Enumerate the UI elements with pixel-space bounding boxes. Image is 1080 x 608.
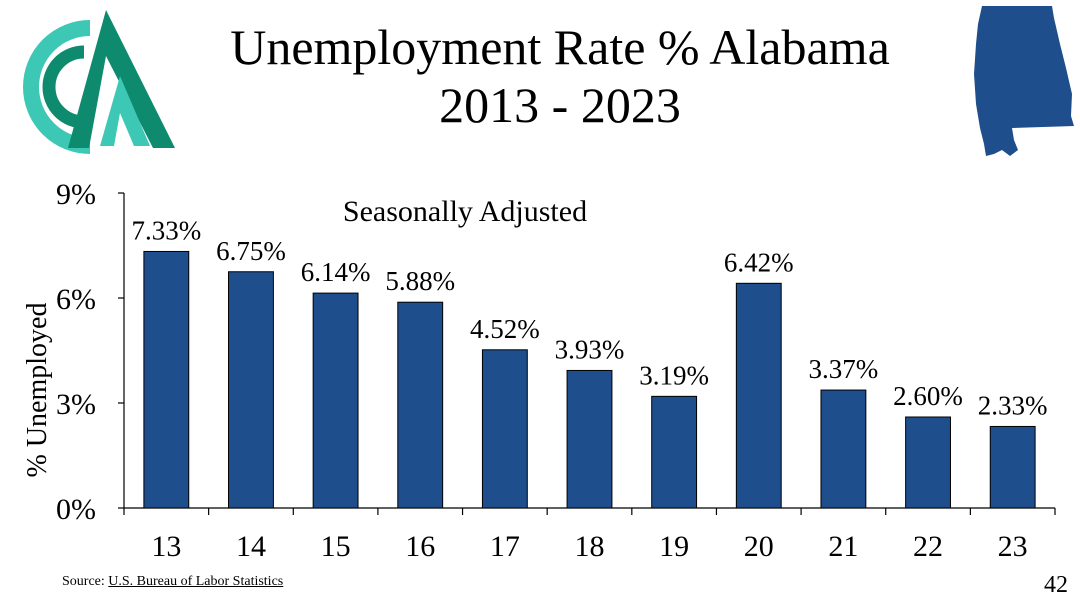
source-citation: Source: U.S. Bureau of Labor Statistics xyxy=(62,574,283,590)
alabama-state-map-icon xyxy=(974,6,1074,156)
y-axis-label: % Unemployed xyxy=(22,303,53,478)
title-line-1: Unemployment Rate % Alabama xyxy=(230,19,890,75)
data-label-17: 4.52% xyxy=(470,314,540,344)
x-tick-label-13: 13 xyxy=(151,530,181,563)
data-label-19: 3.19% xyxy=(639,360,709,390)
x-tick-label-17: 17 xyxy=(490,530,520,563)
y-tick-label: 3% xyxy=(56,388,96,421)
title-line-2: 2013 - 2023 xyxy=(439,77,681,133)
x-tick-label-20: 20 xyxy=(744,530,774,563)
bar-17 xyxy=(481,349,528,509)
bar-19 xyxy=(651,395,698,509)
data-label-15: 6.14% xyxy=(301,257,371,287)
organization-logo-icon xyxy=(23,10,175,154)
data-label-22: 2.60% xyxy=(893,381,963,411)
slide-number: 42 xyxy=(1044,572,1068,598)
x-tick-label-18: 18 xyxy=(575,530,605,563)
data-label-23: 2.33% xyxy=(978,390,1048,420)
x-tick-label-22: 22 xyxy=(913,530,943,563)
data-label-18: 3.93% xyxy=(555,334,625,364)
data-label-16: 5.88% xyxy=(385,266,455,296)
x-tick-label-23: 23 xyxy=(998,530,1028,563)
bar-21 xyxy=(820,389,867,509)
data-label-13: 7.33% xyxy=(131,215,201,245)
x-tick-label-19: 19 xyxy=(659,530,689,563)
bar-22 xyxy=(905,416,951,509)
bar-20 xyxy=(735,282,782,509)
bar-15 xyxy=(312,292,359,509)
x-tick-label-15: 15 xyxy=(321,530,351,563)
bar-16 xyxy=(397,301,444,509)
x-tick-label-21: 21 xyxy=(828,530,858,563)
x-tick-label-16: 16 xyxy=(405,530,435,563)
bar-23 xyxy=(989,425,1036,509)
y-tick-label: 0% xyxy=(56,493,96,526)
bar-13 xyxy=(143,250,190,509)
y-tick-label: 9% xyxy=(56,178,96,211)
data-label-21: 3.37% xyxy=(809,354,879,384)
bar-14 xyxy=(228,271,274,509)
y-tick-label: 6% xyxy=(56,283,96,316)
data-label-14: 6.75% xyxy=(216,236,286,266)
bar-18 xyxy=(566,369,613,509)
slide-title: Unemployment Rate % Alabama 2013 - 2023 xyxy=(160,18,960,134)
source-link[interactable]: U.S. Bureau of Labor Statistics xyxy=(108,574,284,589)
x-tick-label-14: 14 xyxy=(236,530,266,563)
data-label-20: 6.42% xyxy=(724,247,794,277)
source-label: Source: xyxy=(62,574,105,589)
chart-subtitle: Seasonally Adjusted xyxy=(343,195,587,228)
